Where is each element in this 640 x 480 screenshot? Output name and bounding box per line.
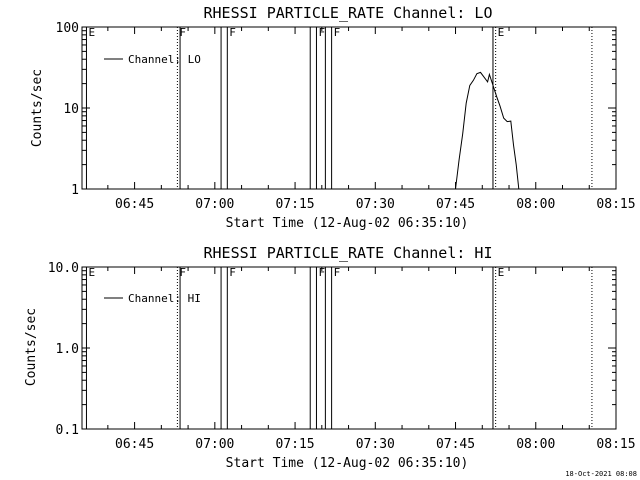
legend-label: Channel: HI [128, 292, 201, 305]
event-marker-label: F [179, 26, 186, 39]
y-tick-label: 10.0 [48, 261, 79, 276]
y-tick-label: 0.1 [56, 423, 79, 438]
event-marker-label: E [88, 266, 95, 279]
x-axis-label: Start Time (12-Aug-02 06:35:10) [226, 456, 469, 471]
x-tick-label: 07:00 [195, 197, 234, 212]
event-marker-label: F [318, 26, 325, 39]
x-tick-label: 08:00 [516, 197, 555, 212]
event-marker-label: E [498, 266, 505, 279]
x-tick-label: 08:15 [596, 437, 635, 452]
event-marker-label: F [229, 266, 236, 279]
y-tick-label: 10 [63, 102, 79, 117]
event-marker-label: E [88, 26, 95, 39]
x-tick-label: 07:30 [356, 437, 395, 452]
event-marker-label: F [179, 266, 186, 279]
x-axis-label: Start Time (12-Aug-02 06:35:10) [226, 216, 469, 231]
y-tick-label: 100 [56, 21, 79, 36]
y-axis-label: Counts/sec [30, 69, 45, 147]
x-tick-label: 07:15 [275, 197, 314, 212]
x-tick-label: 07:00 [195, 437, 234, 452]
x-tick-label: 08:00 [516, 437, 555, 452]
x-tick-label: 07:15 [275, 437, 314, 452]
panel-hi: RHESSI PARTICLE_RATE Channel: HI Counts/… [24, 244, 636, 471]
y-axis-label: Counts/sec [24, 308, 39, 386]
event-marker-label: F [318, 266, 325, 279]
x-tick-label: 07:45 [436, 437, 475, 452]
event-marker-label: F [334, 266, 341, 279]
timestamp: 18-Oct-2021 08:08 [565, 470, 637, 478]
event-marker-label: F [334, 26, 341, 39]
y-tick-label: 1 [71, 183, 79, 198]
series-line [455, 71, 520, 190]
x-tick-label: 08:15 [596, 197, 635, 212]
x-tick-label: 07:30 [356, 197, 395, 212]
x-tick-label: 06:45 [115, 437, 154, 452]
event-marker-label: F [229, 26, 236, 39]
chart-title: RHESSI PARTICLE_RATE Channel: LO [204, 4, 493, 22]
legend-label: Channel: LO [128, 53, 201, 66]
panel-lo: RHESSI PARTICLE_RATE Channel: LO Counts/… [30, 4, 636, 231]
x-tick-label: 06:45 [115, 197, 154, 212]
event-marker-label: E [498, 26, 505, 39]
x-tick-label: 07:45 [436, 197, 475, 212]
y-tick-label: 1.0 [56, 342, 79, 357]
chart-title: RHESSI PARTICLE_RATE Channel: HI [204, 244, 493, 262]
plot-frame [81, 26, 617, 190]
